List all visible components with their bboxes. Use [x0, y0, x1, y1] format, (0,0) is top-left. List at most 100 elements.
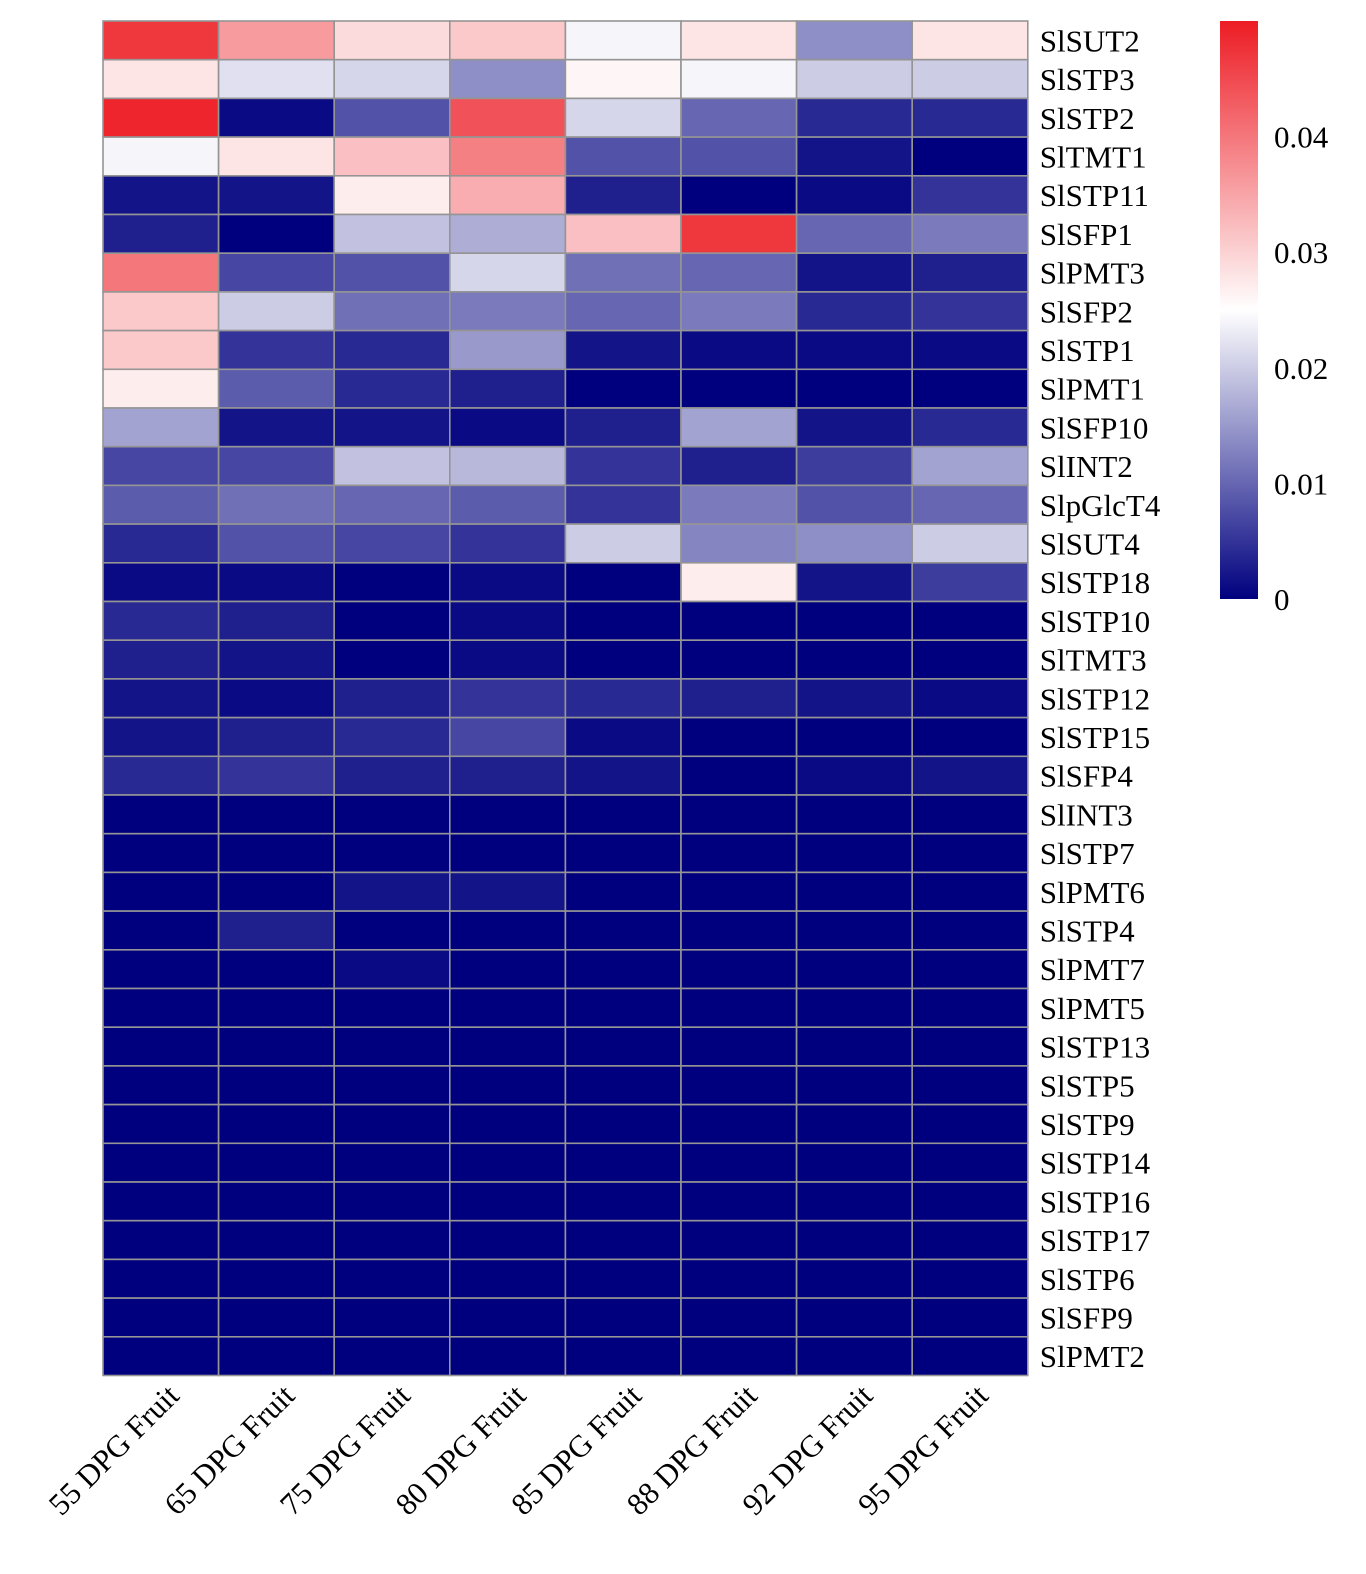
row-label: SlPMT5 [1040, 991, 1145, 1026]
heatmap-cell [333, 484, 451, 525]
heatmap-cell [795, 987, 913, 1029]
heatmap-cell [795, 1219, 913, 1261]
heatmap-cell [217, 678, 336, 719]
heatmap-cell [911, 1336, 1029, 1377]
heatmap-cell [911, 523, 1029, 564]
heatmap-cell [795, 1181, 913, 1222]
heatmap-cell [102, 1181, 220, 1222]
heatmap-cell [795, 1065, 913, 1106]
heatmap-cell [564, 1103, 682, 1145]
heatmap-cell [680, 407, 798, 448]
heatmap-cell [564, 1258, 682, 1299]
colorbar-tick-label: 0.04 [1274, 120, 1329, 155]
heatmap-cell [217, 1336, 336, 1377]
heatmap-cell [448, 639, 567, 680]
heatmap-cell [564, 291, 682, 332]
heatmap-cell [333, 1065, 451, 1106]
row-label: SlPMT6 [1040, 875, 1145, 910]
heatmap-cell [448, 1336, 567, 1377]
heatmap-cell [217, 329, 336, 371]
heatmap-cell [564, 1065, 682, 1106]
heatmap-cell [680, 832, 798, 874]
heatmap-cell [217, 136, 336, 177]
heatmap-cell [911, 58, 1029, 100]
heatmap-cell [102, 1103, 220, 1145]
heatmap-cell [911, 1219, 1029, 1261]
heatmap-cell [217, 1297, 336, 1338]
heatmap-cell [680, 987, 798, 1029]
heatmap-cell [564, 329, 682, 371]
heatmap-cell [911, 832, 1029, 874]
heatmap-cell [102, 755, 220, 796]
heatmap-cell [564, 484, 682, 525]
heatmap-cell [795, 561, 913, 603]
heatmap-cell [795, 213, 913, 255]
heatmap-cell [217, 716, 336, 758]
heatmap-cell [564, 561, 682, 603]
heatmap-cell [448, 910, 567, 951]
heatmap-cell [795, 910, 913, 951]
heatmap-cell [102, 1026, 220, 1067]
row-label: SlSFP9 [1040, 1300, 1133, 1335]
heatmap-cell [448, 755, 567, 796]
heatmap-cell [333, 445, 451, 487]
heatmap-cell [102, 58, 220, 100]
heatmap-cell [448, 291, 567, 332]
heatmap-cell [680, 1065, 798, 1106]
heatmap-cell [680, 600, 798, 642]
heatmap-cell [102, 329, 220, 371]
heatmap-cell [448, 832, 567, 874]
heatmap-cell [911, 175, 1029, 216]
heatmap-cell [564, 445, 682, 487]
colorbar: 0 0.01 0.02 0.03 0.04 [1220, 21, 1329, 617]
heatmap-cell [217, 484, 336, 525]
row-label: SlSTP2 [1040, 101, 1135, 136]
row-label: SlPMT3 [1040, 256, 1145, 291]
heatmap-cell [217, 523, 336, 564]
heatmap-cell [102, 871, 220, 912]
heatmap-cell [448, 1181, 567, 1222]
row-label: SlpGlcT4 [1040, 488, 1161, 523]
heatmap-cell [795, 407, 913, 448]
heatmap-cell [217, 600, 336, 642]
heatmap-cell [911, 1065, 1029, 1106]
row-label: SlPMT7 [1040, 952, 1145, 987]
heatmap-cell [217, 948, 336, 990]
row-label: SlSFP2 [1040, 294, 1133, 329]
heatmap-cell [911, 794, 1029, 835]
heatmap-cell [333, 794, 451, 835]
heatmap-cell [795, 678, 913, 719]
heatmap-cell [102, 136, 220, 177]
heatmap-cell [333, 639, 451, 680]
heatmap-cell [448, 948, 567, 990]
row-label: SlPMT1 [1040, 372, 1145, 407]
heatmap-cell [333, 291, 451, 332]
heatmap-cell [911, 561, 1029, 603]
heatmap-cell [102, 407, 220, 448]
heatmap-cell [333, 678, 451, 719]
heatmap-cell [102, 1258, 220, 1299]
heatmap-cell [911, 213, 1029, 255]
heatmap-cell [680, 368, 798, 409]
row-label: SlPMT2 [1040, 1339, 1145, 1374]
heatmap-cell [911, 1103, 1029, 1145]
row-label: SlSTP16 [1040, 1184, 1150, 1219]
heatmap-cell [795, 252, 913, 293]
heatmap-cell [564, 175, 682, 216]
heatmap-cell [448, 407, 567, 448]
heatmap-cell [333, 600, 451, 642]
heatmap-cell [102, 175, 220, 216]
heatmap-cell [102, 368, 220, 409]
heatmap-cell [448, 445, 567, 487]
row-label: SlSTP3 [1040, 62, 1135, 97]
heatmap-cell [680, 561, 798, 603]
colorbar-tick-label: 0.03 [1274, 235, 1328, 270]
heatmap-cell [564, 639, 682, 680]
heatmap-cell [795, 948, 913, 990]
heatmap-cell [448, 20, 567, 61]
heatmap-cell [795, 175, 913, 216]
heatmap-cell [564, 910, 682, 951]
heatmap-cell [680, 639, 798, 680]
